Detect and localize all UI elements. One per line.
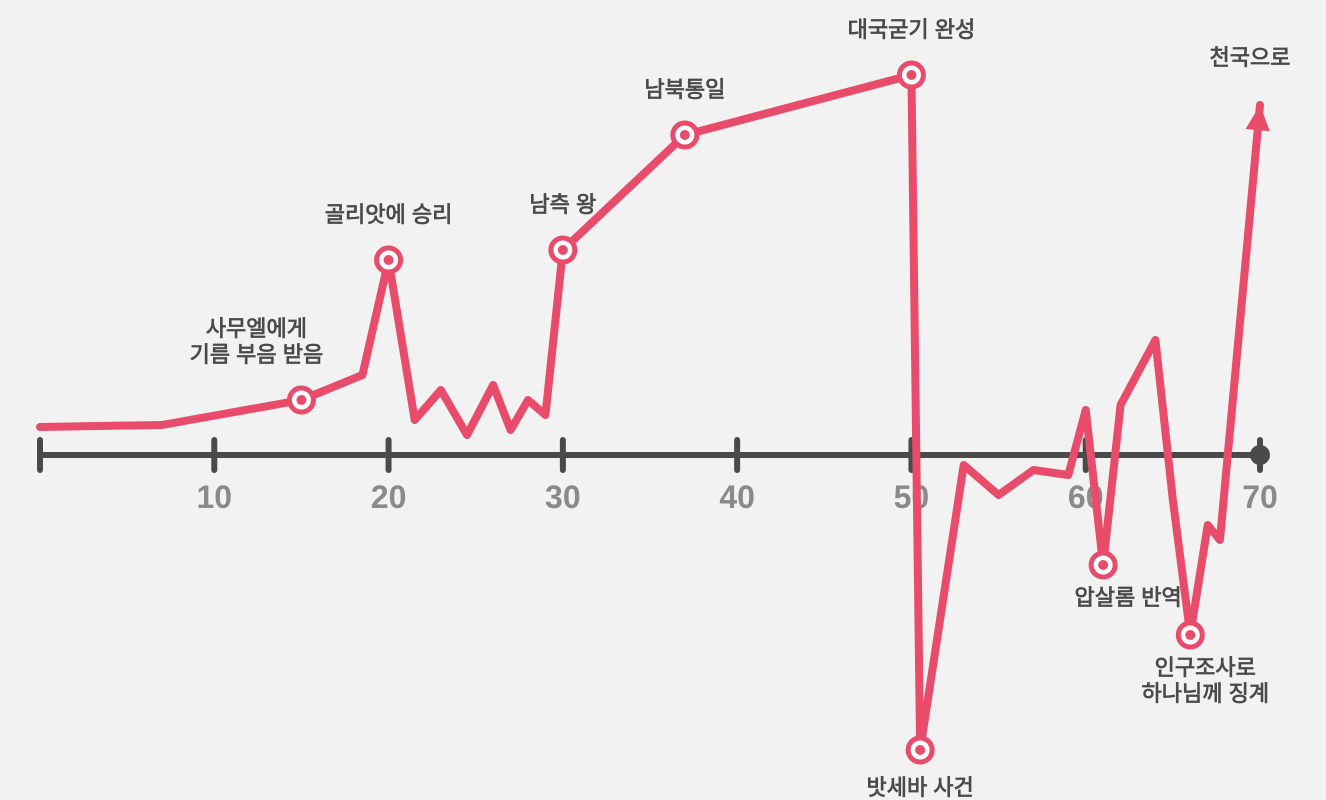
event-marker (1091, 553, 1115, 577)
chart-svg: 10203040506070사무엘에게기름 부음 받음골리앗에 승리남측 왕남북… (0, 0, 1326, 800)
axis-tick-label: 50 (894, 479, 930, 515)
event-label: 남북통일 (644, 77, 725, 102)
axis-tick-label: 70 (1242, 479, 1278, 515)
event-marker (377, 248, 401, 272)
event-marker (1178, 623, 1202, 647)
event-marker (673, 123, 697, 147)
event-marker (289, 388, 313, 412)
timeline-chart: 10203040506070사무엘에게기름 부음 받음골리앗에 승리남측 왕남북… (0, 0, 1326, 800)
event-label: 밧세바 사건 (866, 775, 973, 800)
event-label: 압살롬 반역 (1074, 585, 1181, 610)
event-label: 남측 왕 (529, 192, 596, 217)
event-label: 인구조사로하나님께 징계 (1142, 655, 1270, 706)
event-label: 천국으로 (1210, 45, 1291, 70)
line-arrowhead (1246, 105, 1270, 131)
axis-tick-label: 30 (545, 479, 581, 515)
event-label: 사무엘에게기름 부음 받음 (190, 316, 324, 367)
axis-tick-label: 40 (719, 479, 755, 515)
axis-tick-label: 10 (196, 479, 232, 515)
axis-tick-label: 20 (371, 479, 407, 515)
timeline-line (40, 75, 1260, 750)
event-marker (899, 63, 923, 87)
event-label: 골리앗에 승리 (325, 202, 453, 227)
event-marker (908, 738, 932, 762)
event-marker (551, 238, 575, 262)
event-label: 대국굳기 완성 (848, 17, 976, 42)
